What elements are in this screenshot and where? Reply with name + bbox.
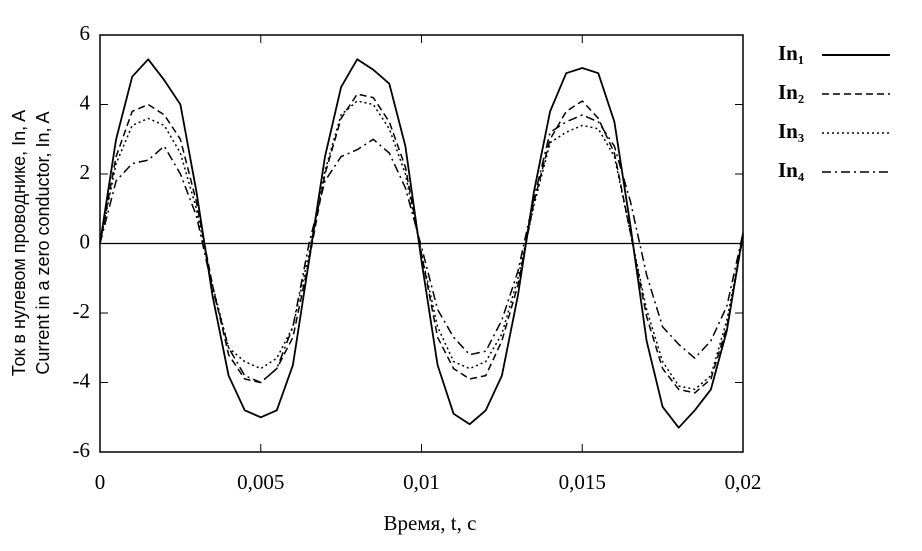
legend-label: In₁ — [778, 41, 804, 65]
y-tick-label: 2 — [80, 160, 91, 184]
x-tick-label: 0,005 — [237, 470, 284, 494]
x-tick-label: 0,01 — [403, 470, 440, 494]
y-tick-label: -4 — [73, 368, 91, 392]
x-tick-label: 0,015 — [559, 470, 606, 494]
y-tick-label: 0 — [80, 229, 91, 253]
x-tick-label: 0,02 — [725, 470, 762, 494]
y-axis-label: Current in a zero conductor, In, A — [33, 111, 53, 374]
y-tick-label: -6 — [73, 438, 91, 462]
series-line — [99, 114, 744, 384]
legend-label: In₄ — [778, 158, 805, 182]
legend-label: In₃ — [778, 119, 804, 143]
y-tick-label: 6 — [80, 21, 91, 45]
x-axis-label: Время, t, с — [384, 511, 477, 535]
y-axis-label: Ток в нулевом проводнике, In, A — [9, 110, 29, 376]
legend-label: In₂ — [778, 80, 804, 104]
series-line — [99, 100, 744, 391]
y-tick-label: -2 — [73, 299, 91, 323]
x-tick-label: 0 — [95, 470, 106, 494]
y-tick-label: 4 — [80, 90, 91, 114]
